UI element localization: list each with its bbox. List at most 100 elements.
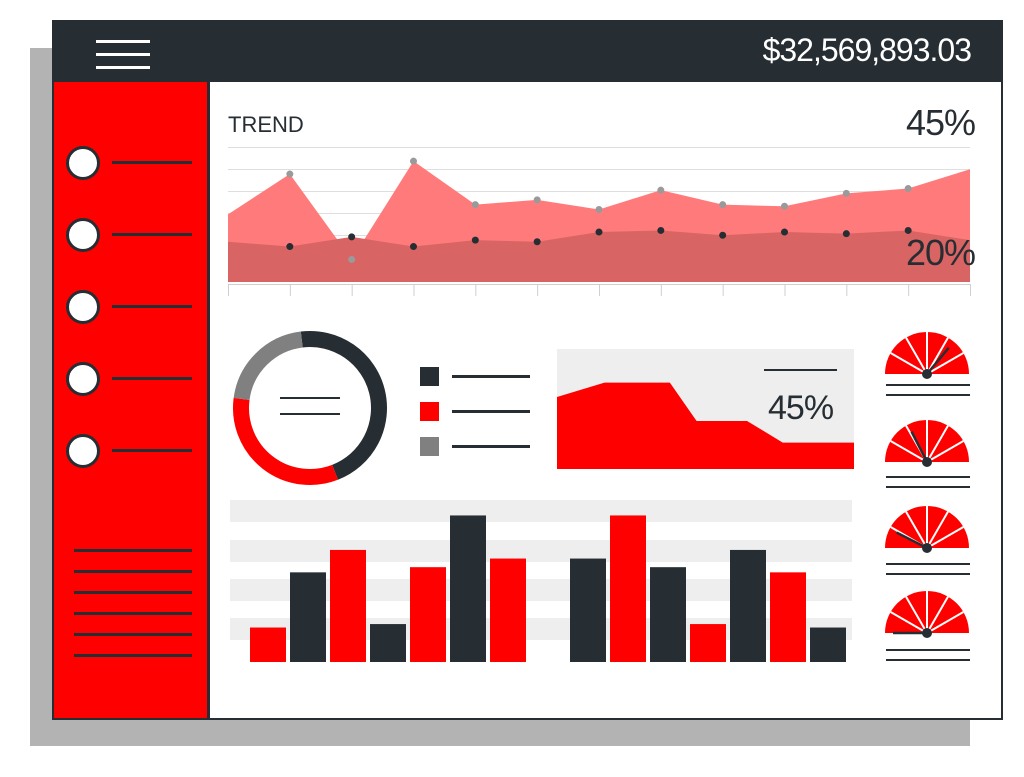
sidebar-item-4[interactable] bbox=[66, 362, 196, 396]
trend-point bbox=[533, 196, 541, 204]
trend-x-tick bbox=[475, 284, 477, 296]
gauge-label-line bbox=[886, 384, 970, 386]
sidebar-item-3[interactable] bbox=[66, 290, 196, 324]
hamburger-icon[interactable] bbox=[96, 40, 150, 70]
sidebar-item-2[interactable] bbox=[66, 218, 196, 252]
top-bar: $32,569,893.03 bbox=[54, 22, 1001, 82]
trend-point bbox=[533, 238, 541, 246]
gauge-divider bbox=[926, 440, 964, 463]
legend-swatch-grey bbox=[420, 437, 439, 456]
trend-x-tick bbox=[599, 284, 600, 296]
trend-point bbox=[719, 201, 727, 209]
donut-center-line bbox=[280, 413, 340, 415]
area-card-chart bbox=[557, 349, 854, 469]
bar bbox=[330, 549, 366, 662]
gauge-divider bbox=[890, 352, 928, 375]
gauge-hub bbox=[922, 369, 932, 379]
gauge-divider bbox=[905, 337, 928, 375]
trend-point bbox=[348, 233, 356, 241]
trend-x-tick bbox=[228, 284, 229, 296]
trend-bottom-percent: 20% bbox=[906, 232, 976, 273]
gauge-label-line bbox=[886, 659, 970, 661]
gauge-label-line bbox=[886, 563, 970, 565]
donut-center-line bbox=[280, 397, 340, 399]
gauge-needle bbox=[896, 531, 928, 550]
trend-x-tick bbox=[537, 284, 539, 296]
radio-circle-icon[interactable] bbox=[66, 290, 100, 324]
trend-x-tick bbox=[289, 284, 291, 296]
total-value: $32,569,893.03 bbox=[762, 32, 972, 68]
sidebar-item-placeholder-line bbox=[112, 233, 192, 236]
trend-point bbox=[719, 231, 727, 239]
dashboard-window: $32,569,893.03 TREND 45% bbox=[52, 20, 1003, 720]
sidebar-item-placeholder-line bbox=[112, 377, 192, 380]
gauge-needle bbox=[910, 431, 929, 463]
gauge-label-line bbox=[886, 476, 970, 478]
bar bbox=[650, 567, 686, 662]
trend-point bbox=[286, 243, 294, 251]
trend-gridline bbox=[228, 169, 970, 170]
gauge-divider bbox=[926, 526, 964, 549]
gauge-divider bbox=[926, 511, 949, 549]
gauge-divider bbox=[905, 511, 928, 549]
gauge-divider bbox=[905, 596, 928, 634]
trend-gridline bbox=[228, 191, 970, 192]
sidebar-item-1[interactable] bbox=[66, 146, 196, 180]
radio-circle-icon[interactable] bbox=[66, 218, 100, 252]
trend-point bbox=[842, 230, 850, 238]
area-card-label-line bbox=[764, 369, 837, 371]
radio-circle-icon[interactable] bbox=[66, 146, 100, 180]
bar bbox=[610, 515, 646, 662]
gauge-divider bbox=[926, 352, 964, 375]
trend-gridline bbox=[228, 147, 970, 148]
gauge-hub bbox=[922, 457, 932, 467]
trend-x-tick bbox=[660, 284, 662, 296]
gauge-label-line bbox=[886, 394, 970, 396]
bar bbox=[570, 558, 606, 662]
trend-x-tick bbox=[970, 284, 971, 296]
trend-point bbox=[410, 243, 417, 251]
bar bbox=[490, 558, 526, 662]
trend-point bbox=[781, 228, 788, 236]
bar-band bbox=[230, 500, 852, 522]
trend-point bbox=[657, 226, 665, 234]
gauge-label-line bbox=[886, 649, 970, 651]
gauge-panel bbox=[885, 332, 969, 638]
sidebar-text-line bbox=[74, 654, 192, 657]
donut-slice bbox=[233, 331, 303, 401]
trend-point bbox=[595, 206, 603, 213]
trend-point bbox=[781, 202, 788, 210]
gauge-divider bbox=[890, 611, 928, 634]
trend-point bbox=[657, 186, 665, 194]
trend-point bbox=[842, 189, 850, 197]
legend-label-line bbox=[452, 375, 530, 378]
sidebar-text-line bbox=[74, 570, 192, 573]
trend-x-tick bbox=[722, 284, 724, 296]
trend-series-2-area bbox=[228, 230, 970, 282]
legend-swatch-red bbox=[420, 402, 439, 421]
trend-point bbox=[904, 185, 912, 193]
bar bbox=[730, 549, 766, 662]
gauge-hub bbox=[922, 628, 932, 638]
area-card-fill bbox=[557, 382, 854, 469]
sidebar-item-5[interactable] bbox=[66, 434, 196, 468]
trend-point bbox=[410, 157, 417, 165]
bar bbox=[410, 567, 446, 662]
area-card-percent: 45% bbox=[768, 389, 834, 427]
sidebar-item-placeholder-line bbox=[112, 161, 192, 164]
sidebar bbox=[54, 82, 210, 718]
gauge-label-line bbox=[886, 486, 970, 488]
donut-slice bbox=[233, 397, 338, 485]
trend-chart bbox=[228, 147, 971, 296]
donut-chart bbox=[233, 331, 387, 485]
trend-x-tick bbox=[908, 284, 910, 296]
sidebar-item-placeholder-line bbox=[112, 449, 192, 452]
bar-band bbox=[230, 579, 852, 601]
legend-label-line bbox=[452, 410, 530, 413]
gauge-label-line bbox=[886, 573, 970, 575]
trend-x-tick bbox=[351, 284, 353, 296]
trend-title: TREND bbox=[228, 112, 304, 137]
radio-circle-icon[interactable] bbox=[66, 434, 100, 468]
radio-circle-icon[interactable] bbox=[66, 362, 100, 396]
sidebar-item-placeholder-line bbox=[112, 305, 192, 308]
